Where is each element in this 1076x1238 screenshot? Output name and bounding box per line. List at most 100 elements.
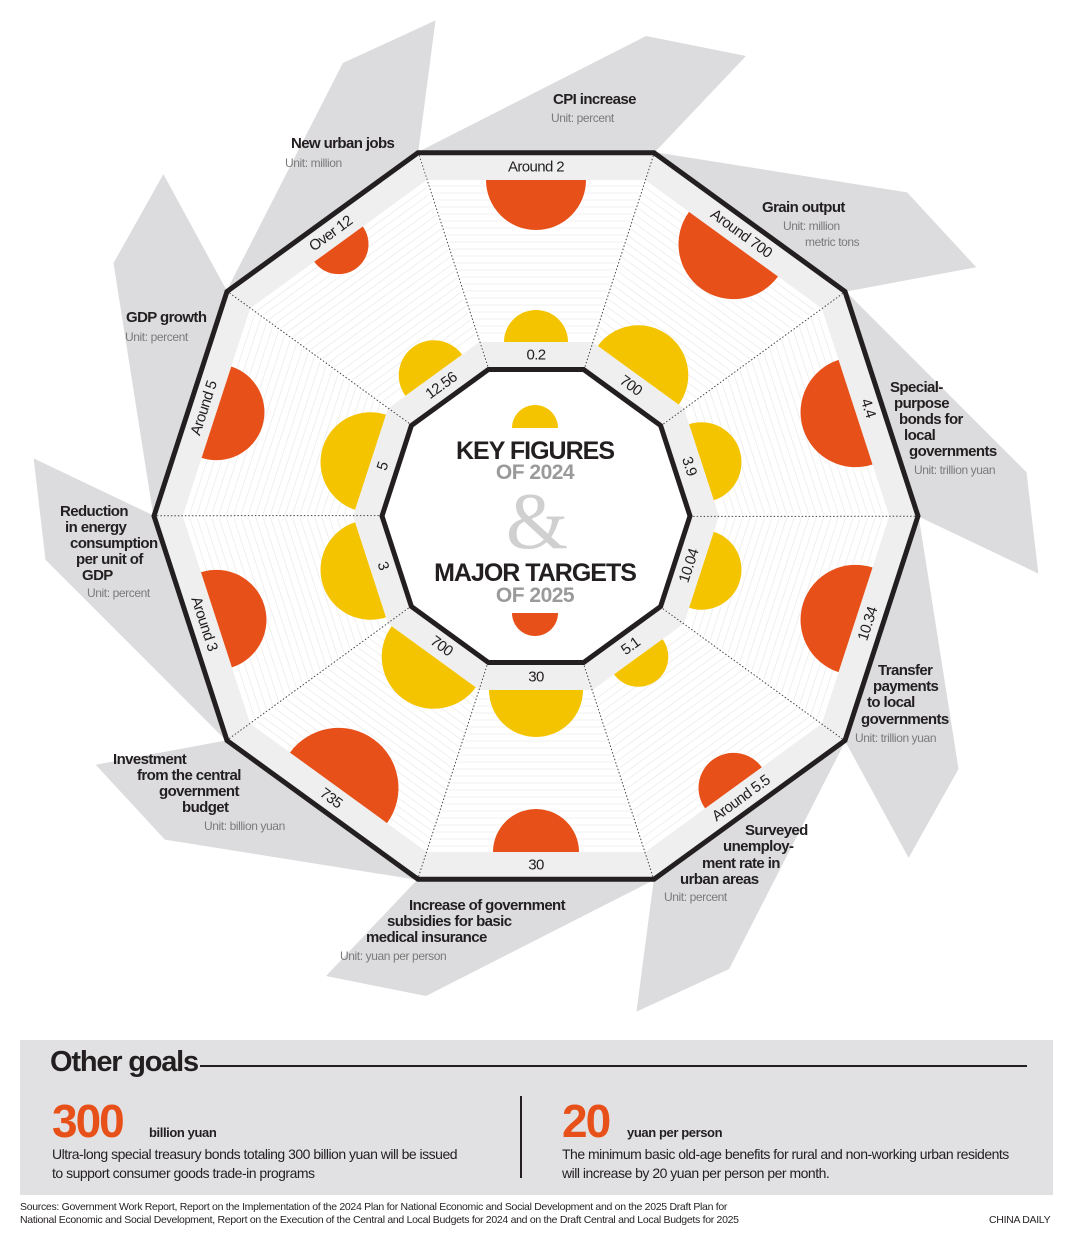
title-line1: KEY FIGURES — [456, 437, 614, 465]
segment: Around 55 — [153, 291, 412, 517]
segment-label-line: CPI increase — [553, 91, 636, 108]
hatch-line — [763, 352, 817, 515]
title-line1-sub: OF 2024 — [496, 461, 575, 484]
segment-label-line: from the central — [137, 767, 241, 784]
hatch-line — [299, 378, 345, 515]
inner-label-strip — [353, 516, 412, 624]
segment-unit-line: Unit: percent — [664, 890, 727, 904]
segment-label-line: New urban jobs — [291, 135, 395, 152]
segment-label-line: Special- — [890, 379, 943, 396]
target-2025-semicircle — [678, 211, 778, 300]
segment: Around 5.55.1 — [583, 606, 846, 880]
hatch-line — [763, 517, 817, 680]
inner-label-strip — [583, 342, 685, 426]
center-orange-semicircle — [512, 613, 558, 636]
outer-label-strip — [821, 291, 919, 516]
hatch-line — [624, 249, 762, 351]
arm-shape — [95, 740, 418, 880]
hatch-line — [626, 242, 768, 346]
hatch-line — [775, 517, 832, 688]
hatch-line — [610, 291, 727, 377]
title-ampersand: & — [506, 478, 568, 566]
panel-divider — [520, 1096, 522, 1178]
segment-unit-line: Unit: trillion yuan — [914, 463, 996, 477]
figure-2024-semicircle — [320, 522, 386, 620]
inner-label-strip — [479, 342, 593, 370]
target-2025-semicircle — [200, 569, 267, 668]
hatch-line — [340, 660, 460, 748]
segment-label-line: Investment — [113, 751, 187, 768]
hatch-line — [284, 517, 333, 662]
segment-label-line: subsidies for basic — [387, 913, 512, 930]
sources-note: Sources: Government Work Report, Report … — [20, 1201, 739, 1227]
title-line2-sub: OF 2025 — [496, 584, 575, 607]
arm-shape — [654, 152, 977, 292]
hatch-line — [345, 291, 462, 377]
hatch-line — [286, 221, 439, 333]
hatch-line — [626, 686, 768, 790]
arm-shape — [845, 291, 1039, 574]
hatch-line — [745, 365, 795, 515]
goal-unit-bonds: billion yuan — [149, 1125, 217, 1140]
outer-label-strip — [226, 152, 427, 309]
segment-unit-line: Unit: trillion yuan — [855, 731, 937, 745]
segment-label-line: government — [159, 783, 239, 800]
segment-label-line: local — [904, 427, 936, 444]
segment: Around 33 — [153, 516, 412, 742]
inner-label-strip — [479, 662, 593, 690]
segment-label-line: in energy — [65, 519, 127, 536]
hatch-line — [733, 374, 780, 515]
hatch-line — [351, 298, 464, 381]
hatch-line — [633, 699, 786, 811]
segment: Around 2 0.2 — [417, 151, 654, 371]
sources-line: Sources: Government Work Report, Report … — [20, 1201, 728, 1213]
hatch-line — [299, 517, 345, 654]
hatch-line — [316, 256, 451, 355]
inner-label-strip — [660, 516, 719, 624]
goal-desc-pension: The minimum basic old-age benefits for r… — [562, 1145, 1009, 1183]
arm-shape — [326, 880, 654, 996]
target-2025-semicircle — [800, 564, 873, 673]
hatch-line — [284, 370, 333, 515]
hatch-line — [262, 517, 315, 675]
arm-shape — [845, 516, 959, 858]
segment-label-line: Transfer — [878, 662, 933, 679]
figure-2024-value: 30 — [528, 669, 544, 686]
hatch-line — [721, 517, 765, 649]
sources-line: National Economic and Social Development… — [20, 1214, 739, 1226]
segment-label-line: governments — [861, 711, 949, 728]
figure-2024-semicircle — [689, 422, 742, 501]
inner-label-strip — [583, 606, 685, 690]
target-2025-value: 4.4 — [857, 396, 879, 420]
hatch-line — [619, 263, 750, 359]
figure-2024-value: 0.2 — [526, 347, 545, 364]
hatch-line — [255, 352, 309, 515]
segment-label-line: urban areas — [680, 871, 759, 888]
hatch-line — [605, 647, 715, 727]
other-goals-panel: Other goals 300 billion yuan Ultra-long … — [20, 1040, 1053, 1195]
hatch-line — [262, 357, 315, 515]
hatch-line — [619, 673, 750, 769]
segment-label-line: payments — [873, 678, 939, 695]
target-2025-semicircle — [493, 809, 579, 852]
arm-shape — [226, 20, 436, 291]
hatch-line — [322, 263, 453, 359]
outer-label-strip — [226, 723, 427, 880]
figure-2024-semicircle — [689, 531, 742, 610]
hatch-line — [248, 348, 303, 515]
target-2025-semicircle — [698, 752, 762, 809]
hatch-line — [727, 517, 773, 654]
hatch-line — [745, 517, 795, 667]
segment-label-line: unemploy- — [723, 838, 794, 855]
title-line2: MAJOR TARGETS — [434, 559, 636, 587]
goal-value-bonds: 300 — [52, 1095, 125, 1147]
goal-desc-line: Ultra-long special treasury bonds totali… — [52, 1146, 458, 1162]
center-yellow-semicircle — [512, 405, 558, 428]
hatch-line — [270, 361, 321, 515]
hatch-line — [628, 690, 774, 797]
hatch-line — [769, 348, 824, 515]
hatch-line — [340, 284, 460, 372]
inner-decagon — [379, 367, 693, 665]
